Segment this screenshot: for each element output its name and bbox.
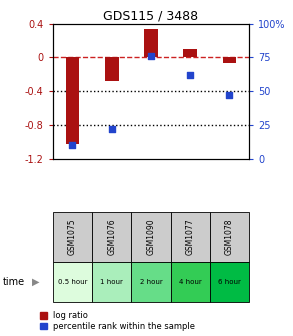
Bar xyxy=(183,49,197,57)
Text: GSM1075: GSM1075 xyxy=(68,218,77,255)
Text: GSM1076: GSM1076 xyxy=(107,218,116,255)
Text: GSM1090: GSM1090 xyxy=(146,218,155,255)
Point xyxy=(227,93,232,98)
Text: time: time xyxy=(3,277,25,287)
Text: 2 hour: 2 hour xyxy=(139,279,162,285)
Legend: log ratio, percentile rank within the sample: log ratio, percentile rank within the sa… xyxy=(39,310,196,332)
Bar xyxy=(105,57,118,81)
Text: ▶: ▶ xyxy=(32,277,40,287)
Bar xyxy=(144,30,158,57)
Point xyxy=(109,127,114,132)
Bar xyxy=(66,57,79,144)
Title: GDS115 / 3488: GDS115 / 3488 xyxy=(103,9,198,23)
Point xyxy=(188,72,193,78)
Text: 4 hour: 4 hour xyxy=(179,279,202,285)
Text: GSM1077: GSM1077 xyxy=(186,218,195,255)
Text: 6 hour: 6 hour xyxy=(218,279,241,285)
Text: 1 hour: 1 hour xyxy=(100,279,123,285)
Point xyxy=(149,53,153,59)
Text: 0.5 hour: 0.5 hour xyxy=(58,279,87,285)
Text: GSM1078: GSM1078 xyxy=(225,219,234,255)
Bar xyxy=(223,57,236,63)
Point xyxy=(70,143,75,148)
